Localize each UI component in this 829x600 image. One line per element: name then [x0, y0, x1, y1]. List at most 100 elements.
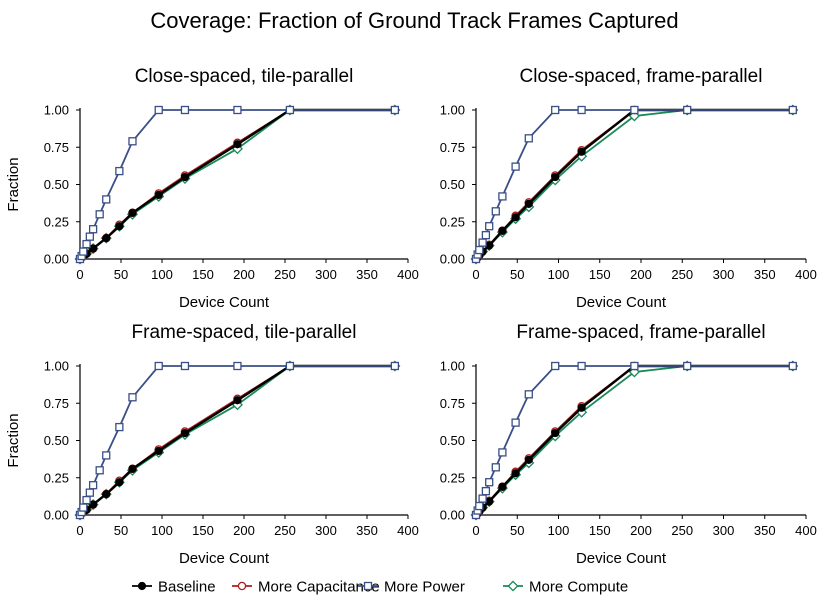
y-tick-label: 1.00 — [440, 359, 465, 374]
series-line — [475, 109, 793, 260]
data-point — [154, 361, 163, 371]
y-tick-label: 0.25 — [440, 470, 465, 485]
figure-title: Coverage: Fraction of Ground Track Frame… — [150, 8, 679, 33]
data-point — [128, 137, 137, 146]
data-point — [128, 208, 137, 217]
panel-title: Close-spaced, tile-parallel — [135, 66, 354, 87]
data-point — [95, 466, 104, 475]
series-more-compute — [470, 104, 799, 265]
data-point — [475, 501, 484, 511]
series-baseline — [75, 105, 399, 264]
data-point — [115, 166, 124, 176]
x-axis-label: Device Count — [179, 550, 270, 567]
y-tick-label: 0.75 — [440, 140, 465, 155]
data-point — [180, 105, 190, 115]
data-point — [154, 446, 163, 456]
data-point — [551, 428, 560, 438]
data-point — [788, 105, 797, 115]
data-point — [180, 172, 190, 182]
series-more-capacitance — [471, 361, 798, 520]
legend-marker — [237, 581, 247, 591]
data-point — [683, 105, 692, 115]
y-axis-label: Fraction — [5, 413, 22, 467]
x-tick-label: 350 — [356, 267, 378, 282]
y-tick-label: 0.25 — [44, 470, 69, 485]
series-more-capacitance — [471, 105, 798, 264]
data-point — [154, 190, 163, 200]
data-point — [630, 105, 639, 115]
y-tick-label: 0.25 — [44, 214, 69, 229]
y-tick-label: 0.25 — [440, 214, 465, 229]
x-tick-label: 400 — [795, 267, 817, 282]
chart-panel: Close-spaced, frame-parallel 0.00 0.25 0.50… — [440, 66, 817, 311]
data-point — [102, 451, 111, 460]
x-tick-label: 150 — [192, 267, 214, 282]
series-baseline — [471, 361, 797, 520]
data-point — [577, 361, 586, 371]
x-tick-label: 200 — [233, 267, 255, 282]
y-tick-label: 0.50 — [44, 433, 69, 448]
legend-entry: Baseline — [132, 579, 216, 596]
data-point — [481, 487, 491, 496]
data-point — [511, 418, 520, 427]
series-line — [475, 109, 793, 260]
data-point — [88, 225, 98, 234]
data-point — [551, 361, 560, 371]
data-point — [128, 393, 137, 402]
x-tick-label: 300 — [315, 267, 337, 282]
y-tick-label: 0.75 — [440, 396, 465, 411]
y-axis-label: Fraction — [5, 157, 22, 211]
series-line — [475, 364, 793, 516]
y-tick-label: 1.00 — [44, 103, 69, 118]
series-more-power — [75, 105, 400, 264]
data-point — [481, 231, 491, 240]
panel-title: Close-spaced, frame-parallel — [520, 66, 763, 87]
data-point — [79, 503, 88, 512]
x-tick-label: 50 — [114, 523, 128, 538]
series-line — [475, 365, 793, 516]
y-tick-label: 0.75 — [44, 140, 69, 155]
series-more-compute — [74, 104, 401, 265]
data-point — [498, 192, 507, 201]
data-point — [154, 105, 163, 115]
x-tick-label: 50 — [114, 267, 128, 282]
data-point — [485, 222, 494, 231]
y-tick-label: 0.00 — [440, 508, 465, 523]
data-point — [498, 448, 507, 457]
data-point — [285, 361, 295, 371]
data-point — [577, 403, 586, 412]
panel-title: Frame-spaced, tile-parallel — [132, 322, 357, 343]
x-tick-label: 200 — [233, 523, 255, 538]
series-line — [79, 365, 395, 516]
y-tick-label: 0.00 — [440, 252, 465, 267]
data-point — [79, 247, 88, 256]
data-point — [683, 361, 692, 371]
y-tick-label: 0.50 — [440, 433, 465, 448]
series-line — [79, 364, 395, 516]
x-tick-label: 0 — [472, 523, 479, 538]
x-tick-label: 50 — [510, 267, 524, 282]
data-point — [551, 105, 560, 115]
series-line — [79, 109, 395, 260]
series-more-compute — [470, 360, 799, 521]
legend-label: More Compute — [529, 579, 628, 596]
data-point — [524, 390, 533, 399]
y-tick-label: 0.50 — [440, 177, 465, 192]
y-tick-label: 1.00 — [440, 103, 465, 118]
x-tick-label: 350 — [356, 523, 378, 538]
data-point — [115, 222, 124, 231]
data-point — [102, 490, 111, 499]
series-baseline — [471, 105, 797, 264]
data-point — [89, 244, 98, 253]
series-line — [79, 365, 395, 516]
legend: Baseline More Capacitance More Power More C… — [132, 579, 628, 596]
data-point — [115, 478, 124, 487]
data-point — [102, 195, 111, 204]
x-axis-label: Device Count — [576, 550, 667, 567]
series-more-power — [471, 105, 797, 264]
series-line — [475, 108, 793, 260]
x-tick-label: 150 — [589, 523, 611, 538]
data-point — [180, 428, 190, 438]
data-point — [85, 488, 94, 497]
data-point — [511, 162, 520, 171]
